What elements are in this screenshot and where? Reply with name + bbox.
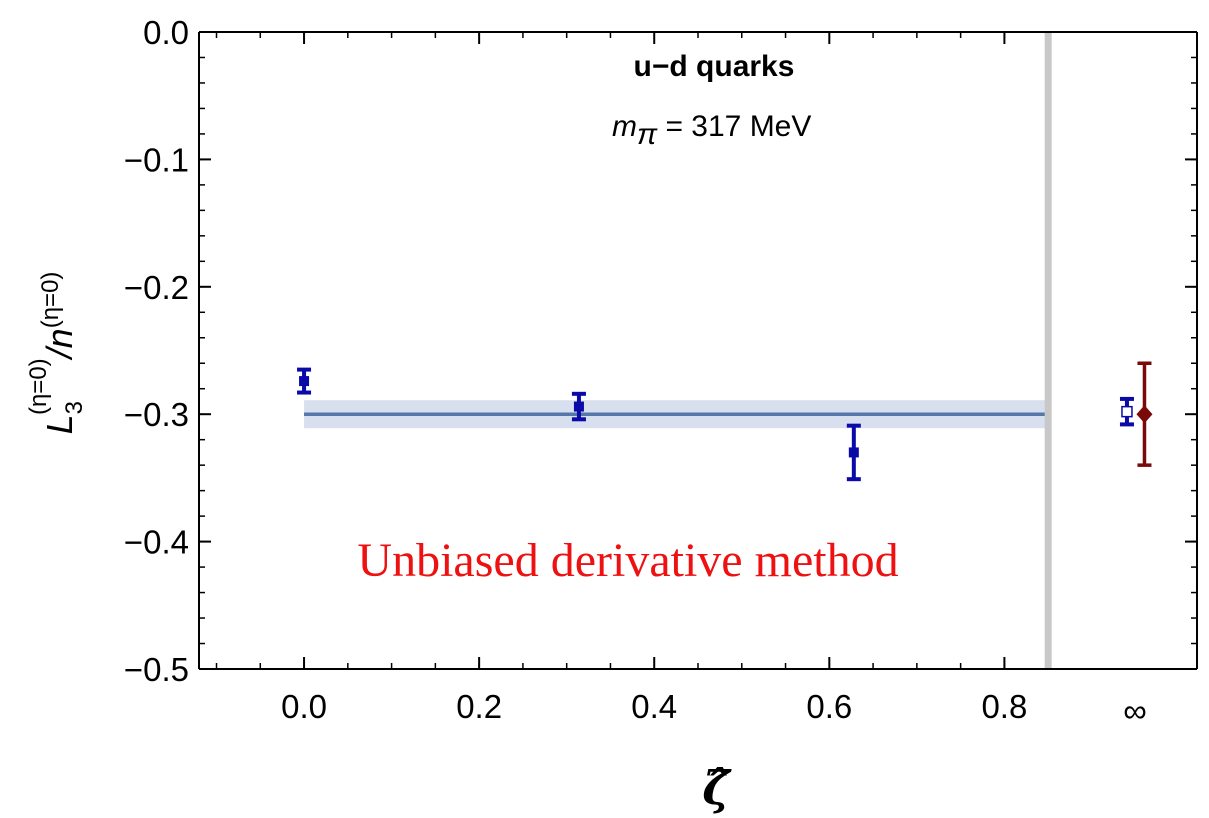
ylabel-main: L [39,414,80,434]
svg-text:L3(η=0)/n(η=0): L3(η=0)/n(η=0) [25,272,88,435]
data-point [848,447,859,458]
data-point [573,401,584,412]
y-tick-label: −0.2 [124,269,189,306]
mass-subscript: π [637,118,658,151]
data-point [299,376,310,387]
y-tick-label: −0.1 [124,141,189,178]
x-tick-label: 0.8 [981,688,1027,725]
mass-value: = 317 MeV [657,110,811,143]
mass-annotation: mπ = 317 MeV [612,110,811,151]
method-annotation: Unbiased derivative method [357,534,898,587]
y-tick-label: 0.0 [143,14,189,51]
title-annotation: u−d quarks [634,50,795,83]
mass-symbol: m [612,110,637,143]
ylabel-slash: / [39,344,80,361]
axis-ticks: 0.0 −0.1 −0.2 −0.3 −0.4 −0.5 0.0 0.2 0.4 0.6 0.8 ∞ [124,14,1197,729]
data-points-layer [297,361,1153,482]
x-axis-label: ζ̂ [702,761,732,815]
y-tick-label: −0.5 [124,651,189,688]
x-tick-label: 0.6 [806,688,852,725]
fit-band-layer [304,32,1052,669]
data-point-open [1121,405,1133,418]
data-point-diamond [1136,405,1153,424]
ylabel-main-sub: 3 [61,401,88,414]
x-tick-label: 0.0 [281,688,327,725]
y-tick-label: −0.4 [124,524,189,561]
ylabel-denom: n [39,328,80,348]
x-tick-label: 0.4 [631,688,677,725]
x-infinity-label: ∞ [1123,692,1147,729]
y-tick-label: −0.3 [124,396,189,433]
ylabel-denom-sup: (η=0) [37,272,64,329]
x-tick-label: 0.2 [456,688,502,725]
y-axis-label: L3(η=0)/n(η=0) [25,272,88,435]
ylabel-main-sup: (η=0) [25,358,52,415]
